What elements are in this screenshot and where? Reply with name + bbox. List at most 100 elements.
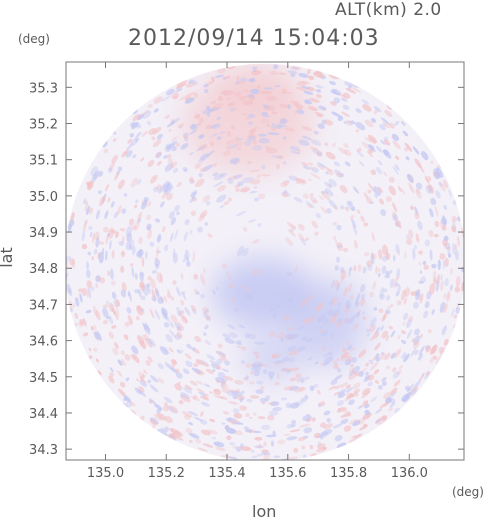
speckle xyxy=(195,178,205,188)
speckle xyxy=(290,66,299,70)
speckle xyxy=(385,196,392,202)
speckle xyxy=(429,355,436,364)
speckle xyxy=(333,308,340,317)
speckle xyxy=(204,308,209,314)
speckle xyxy=(93,324,97,331)
speckle xyxy=(188,439,193,443)
speckle xyxy=(268,331,276,338)
speckle xyxy=(337,302,342,307)
speckle xyxy=(345,119,353,126)
speckle xyxy=(248,77,256,83)
speckle xyxy=(369,291,374,298)
speckle xyxy=(139,379,147,387)
speckle xyxy=(368,359,374,365)
speckle xyxy=(404,287,411,298)
speckle xyxy=(138,236,143,244)
speckle xyxy=(276,334,286,338)
speckle xyxy=(283,433,291,436)
speckle xyxy=(206,112,211,117)
plot-area xyxy=(66,63,464,460)
speckle xyxy=(388,185,396,196)
speckle xyxy=(417,220,423,231)
speckle xyxy=(102,304,108,309)
x-tick-label: 135.6 xyxy=(269,466,306,481)
speckle xyxy=(236,245,244,257)
speckle xyxy=(257,416,266,420)
speckle xyxy=(358,349,367,358)
speckle xyxy=(253,186,258,189)
speckle xyxy=(254,341,265,345)
speckle xyxy=(273,455,281,458)
speckle xyxy=(216,136,222,140)
speckle xyxy=(168,129,172,133)
speckle xyxy=(432,279,438,283)
speckle xyxy=(383,171,388,177)
speckle xyxy=(211,76,215,82)
speckle xyxy=(329,299,334,306)
speckle xyxy=(159,346,169,356)
speckle xyxy=(118,388,127,398)
speckle xyxy=(414,244,417,250)
speckle xyxy=(318,317,322,321)
speckle xyxy=(196,145,207,152)
x-tick-label: 135.2 xyxy=(148,466,185,481)
speckle xyxy=(434,205,439,217)
speckle xyxy=(181,411,193,418)
speckle xyxy=(345,387,354,393)
speckle xyxy=(417,353,424,361)
speckle xyxy=(88,207,94,215)
speckle xyxy=(216,185,227,192)
speckle xyxy=(125,241,132,251)
speckle xyxy=(145,360,151,366)
speckle xyxy=(152,139,162,148)
speckle xyxy=(377,249,383,260)
speckle xyxy=(232,445,239,449)
speckle xyxy=(213,181,224,188)
speckle xyxy=(147,229,153,239)
chart-title-timestamp: 2012/09/14 15:04:03 xyxy=(128,26,380,51)
speckle xyxy=(91,173,98,183)
x-axis-label: lon xyxy=(252,502,277,521)
speckle xyxy=(375,353,380,358)
speckle xyxy=(88,347,92,352)
speckle xyxy=(103,226,109,233)
speckle xyxy=(377,268,381,272)
speckle xyxy=(272,111,277,115)
speckle xyxy=(240,390,245,395)
speckle xyxy=(184,384,193,391)
speckle xyxy=(122,402,128,408)
speckle xyxy=(235,446,242,452)
speckle xyxy=(324,361,330,366)
speckle xyxy=(263,364,269,368)
speckle xyxy=(415,182,423,190)
speckle xyxy=(294,401,304,406)
speckle xyxy=(98,196,105,207)
speckle xyxy=(355,108,362,114)
speckle xyxy=(269,308,277,312)
speckle xyxy=(351,435,357,439)
speckle xyxy=(430,160,434,164)
speckle xyxy=(166,154,172,159)
speckle xyxy=(200,153,210,160)
speckle xyxy=(255,355,260,359)
speckle xyxy=(228,332,238,339)
speckle xyxy=(167,289,170,294)
speckle xyxy=(396,369,402,376)
speckle xyxy=(370,396,378,403)
speckle xyxy=(443,179,449,189)
speckle xyxy=(218,130,227,135)
speckle xyxy=(367,189,372,194)
speckle xyxy=(392,371,400,379)
speckle xyxy=(373,369,380,375)
y-tick-label: 34.8 xyxy=(29,262,58,277)
speckle xyxy=(226,145,231,152)
speckle xyxy=(209,141,215,147)
speckle xyxy=(90,166,98,176)
speckle xyxy=(371,232,375,242)
speckle xyxy=(315,213,321,219)
speckle xyxy=(381,314,387,322)
speckle xyxy=(391,133,399,142)
speckle xyxy=(149,241,155,247)
speckle xyxy=(288,350,300,356)
speckle xyxy=(249,190,258,194)
